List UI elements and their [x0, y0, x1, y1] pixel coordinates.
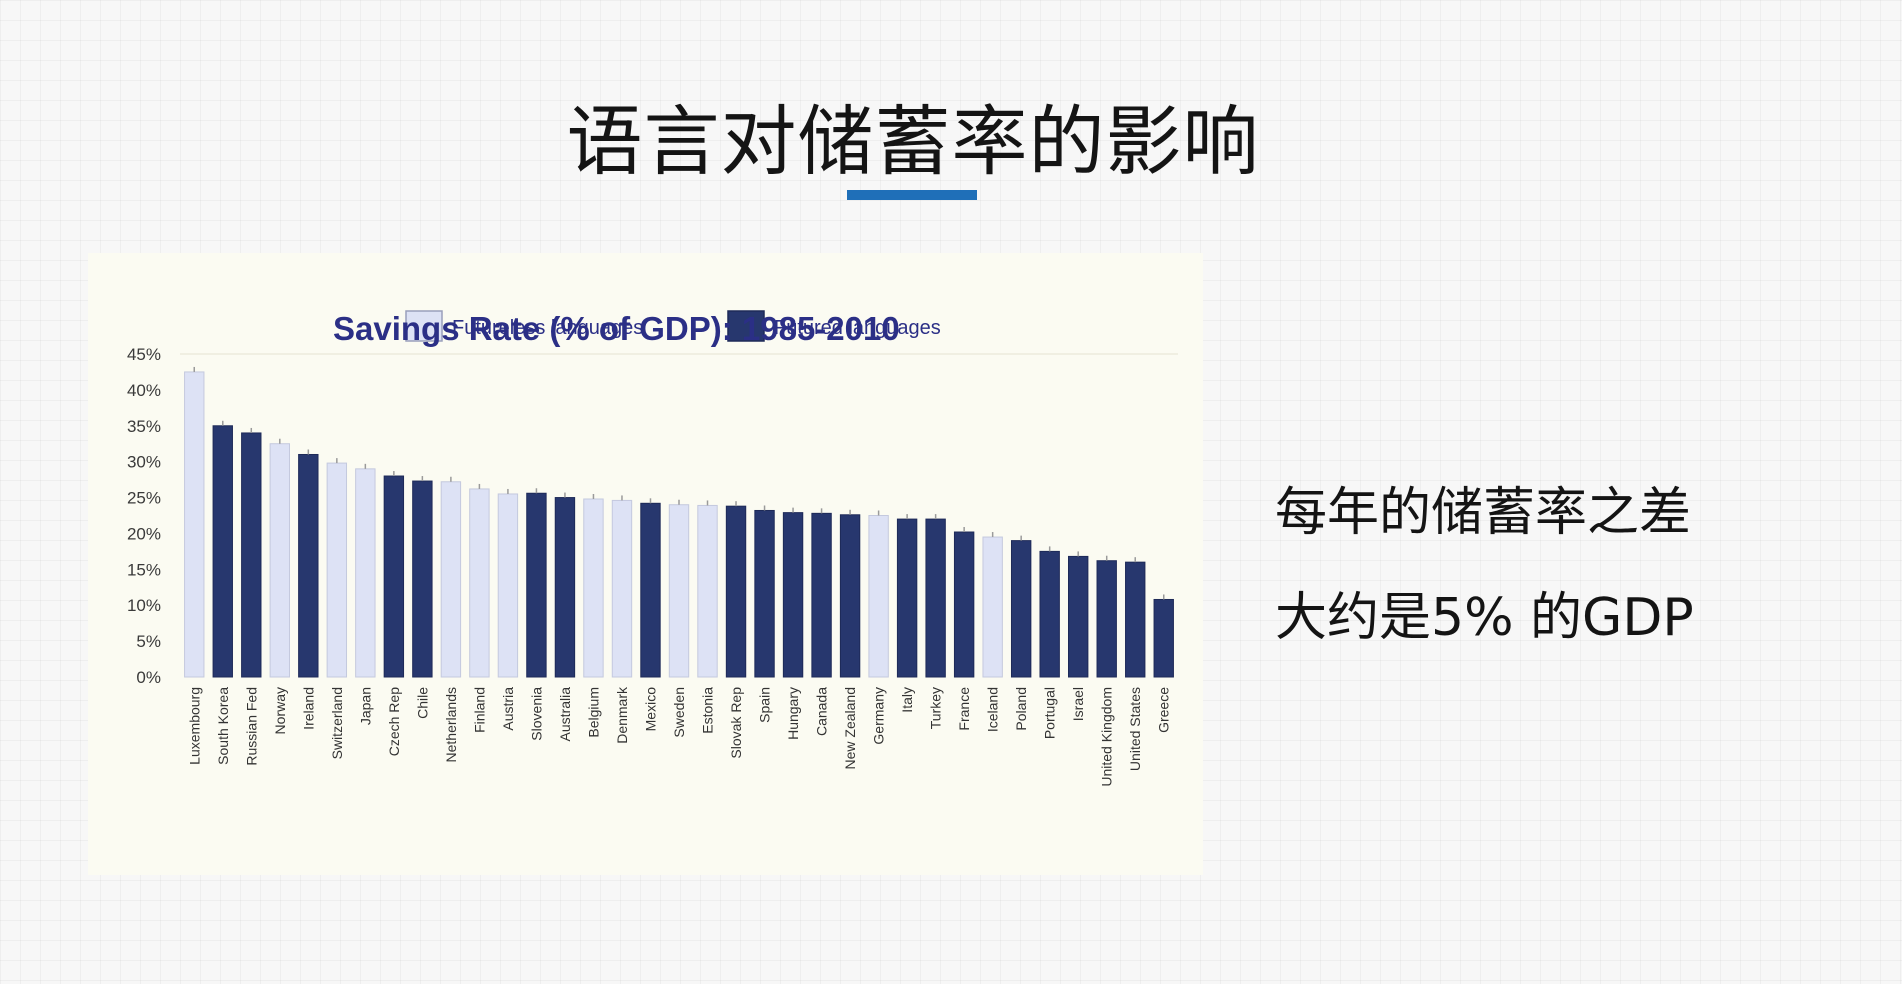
x-tick-label: Canada: [814, 687, 830, 736]
x-tick-label: Slovak Rep: [728, 687, 744, 759]
bar: [412, 480, 433, 678]
y-axis: 0% 5% 10% 15% 20% 25% 30% 35% 40% 45%: [127, 345, 161, 687]
x-tick-label: Chile: [414, 687, 430, 719]
bar: [725, 505, 747, 678]
bar: [298, 453, 319, 678]
bar: [754, 509, 775, 678]
x-tick-label: United Kingdom: [1099, 687, 1115, 787]
x-tick-label: Czech Rep: [386, 687, 402, 756]
y-tick-label: 35%: [127, 417, 161, 436]
bar: [640, 502, 661, 678]
bar: [526, 492, 547, 678]
note-line-1: 每年的储蓄率之差: [1275, 483, 1692, 543]
x-tick-label: Russian Fed: [243, 687, 259, 766]
bar: [554, 497, 576, 678]
x-tick-label: Ireland: [300, 687, 316, 730]
y-tick-label: 20%: [127, 524, 161, 543]
x-tick-label: Turkey: [928, 687, 944, 729]
bar: [1068, 555, 1089, 678]
legend-label: Futureless languages: [452, 317, 643, 339]
y-tick-label: 15%: [127, 560, 161, 579]
y-tick-label: 45%: [127, 345, 161, 364]
legend-swatch: [405, 310, 443, 342]
bar: [925, 518, 946, 678]
x-tick-label: Hungary: [785, 687, 801, 740]
y-tick-label: 10%: [127, 596, 161, 615]
x-tick-label: New Zealand: [842, 687, 858, 770]
legend: Futureless languages Futured languages: [405, 310, 941, 342]
bar: [1010, 540, 1032, 678]
x-tick-label: South Korea: [215, 687, 231, 765]
x-tick-label: Slovenia: [528, 687, 544, 741]
bar: [953, 531, 975, 678]
bar: [1039, 550, 1060, 678]
bar: [1125, 561, 1146, 678]
x-tick-label: France: [956, 687, 972, 731]
x-tick-label: Denmark: [614, 686, 630, 744]
x-tick-label: Japan: [357, 687, 373, 725]
note-line-2: 大约是5% 的GDP: [1275, 588, 1694, 648]
bars: [184, 366, 1174, 678]
x-tick-label: Iceland: [985, 687, 1001, 732]
slide-title: 语言对储蓄率的影响: [566, 97, 1260, 186]
bar: [868, 515, 889, 678]
x-tick-label: Luxembourg: [186, 687, 202, 765]
bar: [668, 504, 690, 678]
y-tick-label: 25%: [127, 489, 161, 508]
x-tick-label: Netherlands: [443, 687, 459, 763]
y-tick-label: 5%: [136, 632, 161, 651]
x-tick-label: Mexico: [642, 687, 658, 732]
chart-title: Savings Rate (% of GDP): 1985-2010: [333, 310, 900, 347]
bar: [583, 498, 604, 678]
y-tick-label: 30%: [127, 453, 161, 472]
x-tick-label: Belgium: [585, 687, 601, 738]
x-tick-label: Poland: [1013, 687, 1029, 731]
bar: [611, 499, 633, 678]
x-tick-label: Sweden: [671, 687, 687, 738]
bar: [839, 514, 861, 678]
bar: [269, 443, 290, 678]
legend-swatch: [727, 310, 765, 342]
bar: [469, 488, 490, 678]
x-tick-label: Israel: [1070, 687, 1086, 721]
x-tick-label: United States: [1127, 687, 1143, 771]
y-tick-label: 40%: [127, 381, 161, 400]
x-tick-label: Australia: [557, 687, 573, 742]
bar: [896, 518, 918, 678]
bar: [355, 468, 376, 678]
bar: [440, 481, 462, 678]
x-tick-label: Switzerland: [329, 687, 345, 759]
bar: [241, 432, 262, 678]
bar: [1096, 560, 1117, 678]
bar: [811, 512, 832, 678]
x-tick-label: Italy: [899, 687, 915, 713]
x-tick-label: Austria: [500, 687, 516, 731]
x-tick-label: Portugal: [1042, 687, 1058, 739]
x-tick-label: Estonia: [700, 687, 716, 734]
x-axis-labels: Luxembourg South Korea Russian Fed Norway Ir…: [186, 686, 1171, 787]
title-underline: [847, 190, 977, 200]
x-tick-label: Germany: [871, 687, 887, 745]
savings-rate-chart: 0% 5% 10% 15% 20% 25% 30% 35% 40% 45% Luxembourg S…: [127, 310, 1178, 787]
x-tick-label: Finland: [471, 687, 487, 733]
x-tick-label: Norway: [272, 687, 288, 734]
x-tick-label: Greece: [1156, 687, 1172, 733]
bar: [383, 475, 405, 678]
bar: [782, 512, 804, 678]
y-tick-label: 0%: [136, 668, 161, 687]
x-tick-label: Spain: [757, 687, 773, 723]
bar: [184, 371, 205, 678]
bar: [697, 504, 718, 678]
bar: [982, 536, 1003, 678]
bar: [212, 425, 233, 678]
legend-label: Futured languages: [774, 317, 941, 339]
bar: [497, 493, 519, 678]
bar: [326, 462, 348, 678]
bar: [1153, 598, 1174, 678]
chart-panel: 0% 5% 10% 15% 20% 25% 30% 35% 40% 45% Luxembourg S…: [88, 253, 1203, 875]
